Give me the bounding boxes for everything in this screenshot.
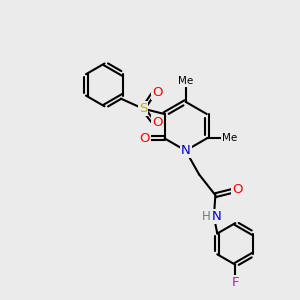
Text: O: O [232, 183, 243, 196]
Text: N: N [212, 210, 221, 223]
Text: H: H [202, 210, 211, 223]
Text: Me: Me [178, 76, 193, 86]
Text: S: S [139, 102, 147, 115]
Text: Me: Me [222, 134, 237, 143]
Text: N: N [181, 144, 190, 157]
Text: F: F [232, 276, 239, 289]
Text: O: O [152, 116, 162, 129]
Text: O: O [140, 132, 150, 145]
Text: O: O [152, 86, 162, 99]
